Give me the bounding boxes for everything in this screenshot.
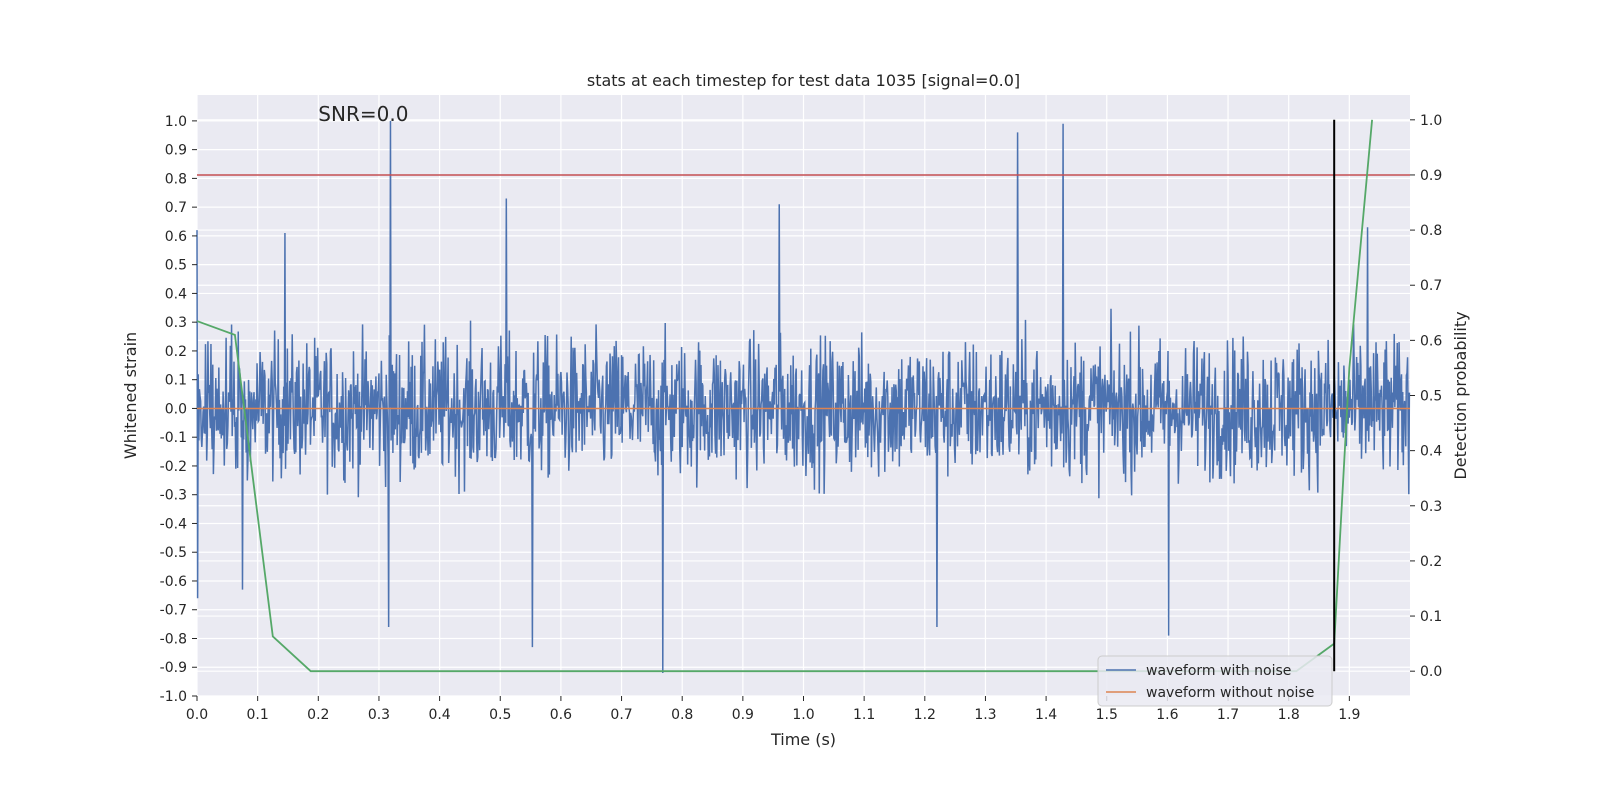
x-tick-label: 0.8	[671, 707, 693, 723]
legend-label-clean: waveform without noise	[1146, 685, 1314, 701]
x-tick-label: 0.7	[610, 707, 632, 723]
legend-box	[1097, 655, 1333, 707]
y-tick-label-right: 0.9	[1420, 168, 1442, 184]
x-axis-label: Time (s)	[770, 730, 836, 749]
x-tick-label: 0.2	[307, 707, 329, 723]
y-tick-label-left: -0.9	[160, 660, 187, 676]
y-tick-label-right: 0.6	[1420, 333, 1442, 349]
y-tick-label-left: -1.0	[160, 689, 187, 705]
y-tick-label-left: 0.3	[165, 315, 187, 331]
y-tick-label-left: -0.8	[160, 631, 187, 647]
x-tick-label: 0.5	[489, 707, 511, 723]
x-tick-label: 1.6	[1156, 707, 1178, 723]
y-tick-label-left: 0.4	[165, 286, 187, 302]
y-tick-label-left: 1.0	[165, 114, 187, 130]
y-tick-label-right: 0.4	[1420, 444, 1442, 460]
grid	[196, 95, 1410, 697]
x-tick-label: 0.3	[368, 707, 390, 723]
y-tick-label-right: 0.7	[1420, 278, 1442, 294]
y-tick-label-left: 0.2	[165, 344, 187, 360]
x-tick-label: 1.7	[1217, 707, 1239, 723]
legend: waveform with noise waveform without noi…	[1097, 655, 1333, 707]
y-tick-label-left: 0.0	[165, 401, 187, 417]
y-tick-label-right: 0.1	[1420, 609, 1442, 625]
y-tick-label-left: 0.6	[165, 229, 187, 245]
x-tick-label: 1.2	[914, 707, 936, 723]
y-tick-label-left: 0.1	[165, 373, 187, 389]
y-tick-label-left: -0.7	[160, 603, 187, 619]
x-tick-label: 1.8	[1278, 707, 1300, 723]
y-tick-label-left: 0.5	[165, 258, 187, 274]
legend-label-noise: waveform with noise	[1146, 663, 1291, 679]
y-tick-label-left: 0.8	[165, 171, 187, 187]
x-tick-label: 1.9	[1338, 707, 1360, 723]
series-layer	[196, 119, 1411, 674]
y-tick-label-left: -0.4	[160, 516, 187, 532]
snr-annotation: SNR=0.0	[318, 102, 408, 126]
y-tick-label-right: 0.5	[1420, 389, 1442, 405]
y-tick-label-left: -0.5	[160, 545, 187, 561]
y-tick-label-left: -0.1	[160, 430, 187, 446]
y-tick-label-left: 0.7	[165, 200, 187, 216]
x-tick-label: 1.0	[792, 707, 814, 723]
y-axis-label-right: Detection probability	[1451, 311, 1470, 479]
x-tick-label: 0.1	[247, 707, 269, 723]
y-tick-label-right: 0.8	[1420, 223, 1442, 239]
x-tick-label: 1.1	[853, 707, 875, 723]
chart-title: stats at each timestep for test data 103…	[587, 71, 1020, 90]
x-tick-label: 0.9	[732, 707, 754, 723]
y-tick-label-left: 0.9	[165, 143, 187, 159]
x-tick-label: 0.4	[428, 707, 450, 723]
y-tick-label-left: -0.2	[160, 459, 187, 475]
y-axis-right: 0.0 0.1 0.2 0.3 0.4 0.5 0.6 0.7 0.8 0.9 1.0	[1410, 113, 1442, 680]
series-waveform-with-noise	[196, 120, 1411, 674]
x-tick-label: 1.4	[1035, 707, 1057, 723]
y-tick-label-right: 0.0	[1420, 664, 1442, 680]
y-tick-label-right: 0.3	[1420, 499, 1442, 515]
x-tick-label: 0.0	[186, 707, 208, 723]
y-axis-label-left: Whitened strain	[121, 332, 140, 459]
x-tick-label: 0.6	[550, 707, 572, 723]
y-tick-label-right: 0.2	[1420, 554, 1442, 570]
y-axis-left: -1.0 -0.9 -0.8 -0.7 -0.6 -0.5 -0.4 -0.3 -0.2 -0.1…	[160, 114, 197, 705]
y-tick-label-left: -0.6	[160, 574, 187, 590]
series-detection-probability	[196, 119, 1373, 673]
x-tick-label: 1.3	[974, 707, 996, 723]
x-tick-label: 1.5	[1096, 707, 1118, 723]
y-tick-label-left: -0.3	[160, 488, 187, 504]
y-tick-label-right: 1.0	[1420, 113, 1442, 129]
